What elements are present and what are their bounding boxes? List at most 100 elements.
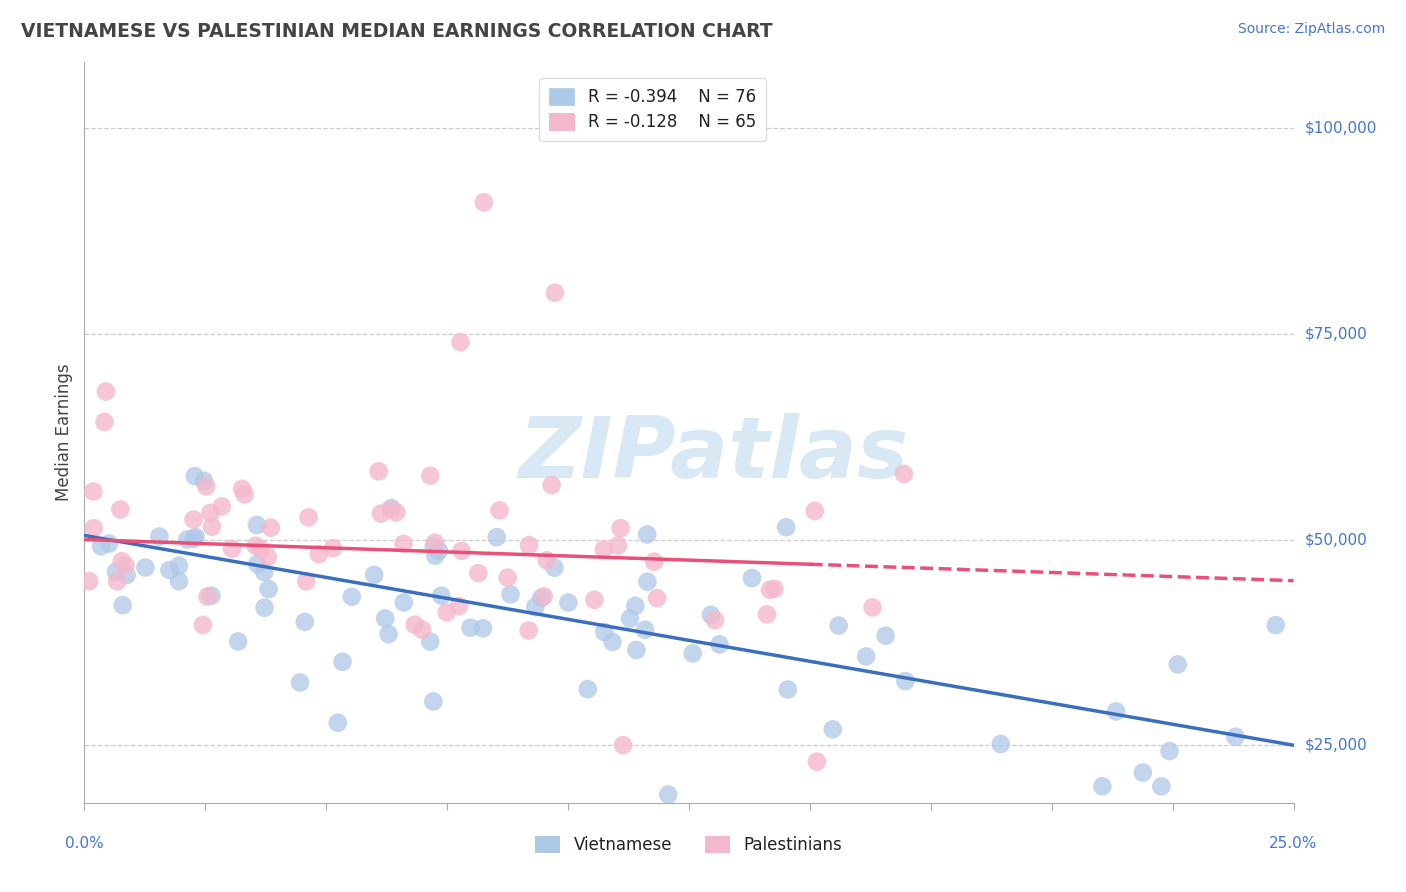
- Point: [367, 464, 389, 478]
- Point: [828, 618, 851, 632]
- Point: [183, 512, 205, 526]
- Point: [322, 541, 344, 556]
- Point: [326, 715, 349, 730]
- Point: [636, 527, 658, 541]
- Point: [499, 587, 522, 601]
- Point: [460, 621, 482, 635]
- Point: [201, 520, 224, 534]
- Point: [450, 544, 472, 558]
- Point: [593, 624, 616, 639]
- Point: [105, 574, 128, 589]
- Point: [602, 635, 624, 649]
- Point: [423, 540, 446, 554]
- Point: [110, 502, 132, 516]
- Point: [332, 655, 354, 669]
- Point: [98, 536, 121, 550]
- Point: [643, 555, 665, 569]
- Point: [682, 646, 704, 660]
- Point: [488, 503, 510, 517]
- Point: [543, 560, 565, 574]
- Point: [253, 600, 276, 615]
- Point: [645, 591, 668, 605]
- Point: [93, 415, 115, 429]
- Point: [619, 611, 641, 625]
- Point: [233, 487, 256, 501]
- Point: [557, 595, 579, 609]
- Point: [200, 589, 222, 603]
- Text: VIETNAMESE VS PALESTINIAN MEDIAN EARNINGS CORRELATION CHART: VIETNAMESE VS PALESTINIAN MEDIAN EARNING…: [21, 22, 773, 41]
- Point: [609, 521, 631, 535]
- Point: [1091, 780, 1114, 794]
- Point: [592, 542, 614, 557]
- Point: [741, 571, 763, 585]
- Point: [636, 574, 658, 589]
- Point: [536, 553, 558, 567]
- Legend: Vietnamese, Palestinians: Vietnamese, Palestinians: [529, 830, 849, 861]
- Point: [374, 611, 396, 625]
- Point: [159, 563, 181, 577]
- Point: [607, 539, 630, 553]
- Point: [1159, 744, 1181, 758]
- Point: [193, 474, 215, 488]
- Point: [1225, 730, 1247, 744]
- Text: $100,000: $100,000: [1305, 120, 1376, 136]
- Point: [776, 682, 799, 697]
- Point: [485, 530, 508, 544]
- Point: [576, 682, 599, 697]
- Point: [245, 539, 267, 553]
- Point: [1132, 765, 1154, 780]
- Point: [634, 623, 657, 637]
- Point: [419, 634, 441, 648]
- Point: [422, 694, 444, 708]
- Point: [176, 533, 198, 547]
- Point: [294, 615, 316, 629]
- Point: [894, 674, 917, 689]
- Point: [211, 500, 233, 514]
- Point: [517, 538, 540, 552]
- Text: Source: ZipAtlas.com: Source: ZipAtlas.com: [1237, 22, 1385, 37]
- Point: [392, 595, 415, 609]
- Point: [380, 503, 402, 517]
- Point: [1105, 705, 1128, 719]
- Point: [806, 755, 828, 769]
- Point: [425, 549, 447, 563]
- Point: [111, 599, 134, 613]
- Y-axis label: Median Earnings: Median Earnings: [55, 364, 73, 501]
- Point: [385, 505, 408, 519]
- Point: [447, 599, 470, 614]
- Point: [530, 591, 553, 606]
- Point: [94, 384, 117, 399]
- Text: 25.0%: 25.0%: [1270, 836, 1317, 851]
- Point: [763, 582, 786, 596]
- Point: [524, 599, 547, 614]
- Point: [1264, 618, 1286, 632]
- Point: [419, 468, 441, 483]
- Text: $25,000: $25,000: [1305, 738, 1368, 753]
- Point: [990, 737, 1012, 751]
- Point: [803, 504, 825, 518]
- Point: [540, 478, 562, 492]
- Point: [533, 590, 555, 604]
- Point: [297, 510, 319, 524]
- Point: [111, 554, 134, 568]
- Point: [246, 557, 269, 571]
- Point: [862, 600, 884, 615]
- Point: [249, 542, 271, 557]
- Point: [467, 566, 489, 581]
- Point: [700, 607, 723, 622]
- Point: [544, 285, 567, 300]
- Point: [167, 558, 190, 573]
- Point: [260, 521, 283, 535]
- Point: [759, 582, 782, 597]
- Point: [82, 484, 104, 499]
- Point: [612, 738, 634, 752]
- Point: [148, 529, 170, 543]
- Point: [380, 501, 402, 516]
- Point: [583, 592, 606, 607]
- Point: [392, 537, 415, 551]
- Point: [377, 627, 399, 641]
- Point: [709, 637, 731, 651]
- Point: [472, 195, 495, 210]
- Point: [755, 607, 778, 622]
- Point: [90, 539, 112, 553]
